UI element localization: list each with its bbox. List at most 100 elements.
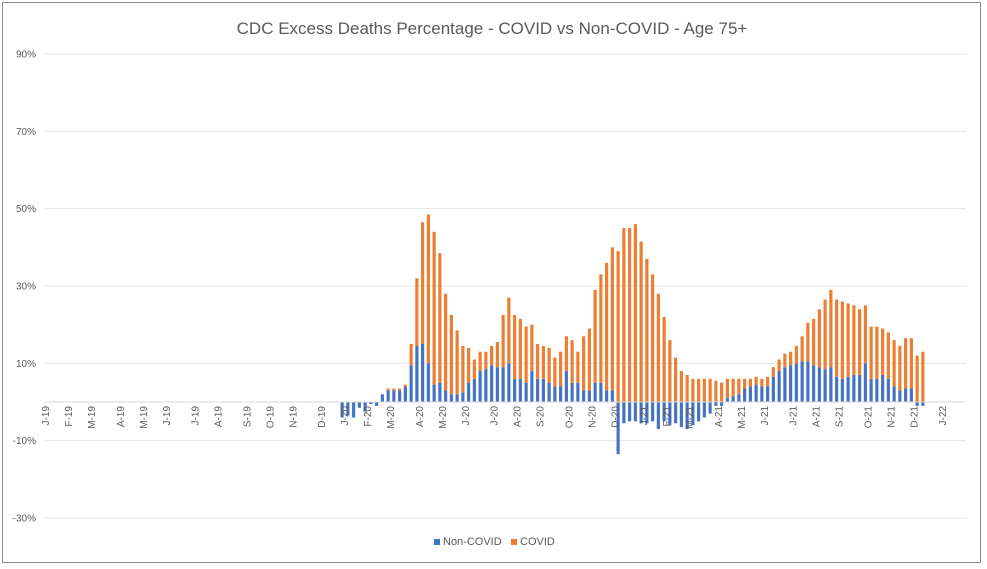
bar-covid (541, 345, 545, 379)
bar-non-covid (720, 402, 724, 406)
bar-non-covid (829, 367, 833, 402)
bar-covid (685, 374, 689, 402)
bar-non-covid (610, 390, 614, 402)
bar-non-covid (898, 390, 902, 402)
x-tick-label: J-20 (340, 406, 351, 426)
bar-non-covid (915, 402, 919, 406)
bar-non-covid (921, 402, 925, 406)
bar-non-covid (714, 402, 718, 406)
x-tick-label: D-19 (317, 406, 328, 428)
bar-non-covid (892, 386, 896, 402)
x-tick-label: A-21 (812, 406, 823, 428)
bar-covid (610, 247, 614, 391)
bar-non-covid (691, 402, 695, 426)
bar-covid (587, 328, 591, 391)
bar-non-covid (576, 382, 580, 402)
x-tick-label: D-21 (909, 406, 920, 428)
bar-covid (783, 353, 787, 368)
x-tick-label: M-19 (87, 406, 98, 429)
bar-non-covid (524, 382, 528, 402)
x-tick-label: M-19 (139, 406, 150, 429)
bar-covid (829, 289, 833, 368)
bar-covid (725, 378, 729, 399)
bar-covid (806, 322, 810, 362)
bar-non-covid (835, 376, 839, 402)
bar-covid (490, 345, 494, 366)
bar-non-covid (812, 365, 816, 402)
bar-non-covid (645, 402, 649, 424)
bar-covid (679, 371, 683, 402)
x-tick-label: N-20 (587, 406, 598, 428)
bar-non-covid (840, 378, 844, 402)
bar-covid (771, 367, 775, 377)
bar-covid (720, 382, 724, 402)
bar-covid (886, 332, 890, 379)
bar-covid (547, 347, 551, 383)
bar-covid (748, 378, 752, 387)
bar-non-covid (806, 361, 810, 402)
bar-non-covid (599, 382, 603, 402)
bar-covid (553, 357, 557, 387)
bar-covid (909, 338, 913, 389)
bar-covid (628, 228, 632, 402)
bar-covid (852, 305, 856, 375)
bar-non-covid (564, 371, 568, 402)
bar-covid (915, 355, 919, 402)
bar-non-covid (380, 394, 384, 402)
chart-frame: CDC Excess Deaths Percentage - COVID vs … (2, 2, 981, 563)
y-tick-label: 70% (16, 127, 36, 138)
x-tick-label: A-20 (513, 406, 524, 428)
y-tick-label: -10% (13, 436, 36, 447)
x-tick-label: J-21 (639, 406, 650, 426)
bar-covid (455, 330, 459, 395)
bar-covid (921, 351, 925, 402)
bar-covid (409, 344, 413, 366)
bar-non-covid (754, 384, 758, 402)
x-tick-label: A-20 (415, 406, 426, 428)
x-tick-label: S-21 (835, 406, 846, 428)
bar-non-covid (656, 402, 660, 430)
bar-non-covid (633, 402, 637, 422)
bar-covid (392, 388, 396, 391)
bar-covid (633, 224, 637, 402)
x-tick-label: O-19 (265, 406, 276, 429)
bars (340, 214, 925, 455)
bar-non-covid (685, 402, 689, 430)
bar-covid (559, 351, 563, 387)
bar-non-covid (622, 402, 626, 424)
legend-label-non-covid: Non-COVID (443, 536, 502, 548)
y-axis-ticks: -30% -10% 10% 30% 50% 70% 90% (13, 50, 36, 525)
bar-non-covid (823, 369, 827, 402)
bar-covid (639, 241, 643, 402)
bar-non-covid (352, 402, 356, 418)
bar-covid (616, 251, 620, 402)
x-tick-label: F-19 (64, 406, 75, 427)
bar-non-covid (789, 365, 793, 402)
bar-non-covid (530, 371, 534, 402)
bar-non-covid (369, 402, 373, 404)
bar-covid (760, 378, 764, 387)
bar-non-covid (421, 344, 425, 402)
bar-covid (438, 253, 442, 383)
bar-covid (840, 301, 844, 379)
bar-non-covid (582, 390, 586, 402)
bar-covid (398, 388, 402, 391)
bar-non-covid (766, 386, 770, 402)
x-tick-label: M-20 (386, 406, 397, 429)
bar-non-covid (697, 402, 701, 422)
bar-covid (501, 315, 505, 368)
bar-non-covid (553, 386, 557, 402)
bar-non-covid (501, 367, 505, 402)
bar-covid (812, 318, 816, 366)
bar-non-covid (346, 402, 350, 416)
bar-non-covid (616, 402, 620, 455)
x-tick-label: A-21 (714, 406, 725, 428)
bar-covid (576, 351, 580, 383)
bar-covid (467, 347, 471, 383)
bar-covid (570, 340, 574, 383)
bar-covid (582, 336, 586, 391)
bar-non-covid (426, 363, 430, 402)
y-tick-label: 10% (16, 359, 36, 370)
bar-covid (817, 309, 821, 368)
bar-non-covid (783, 367, 787, 402)
